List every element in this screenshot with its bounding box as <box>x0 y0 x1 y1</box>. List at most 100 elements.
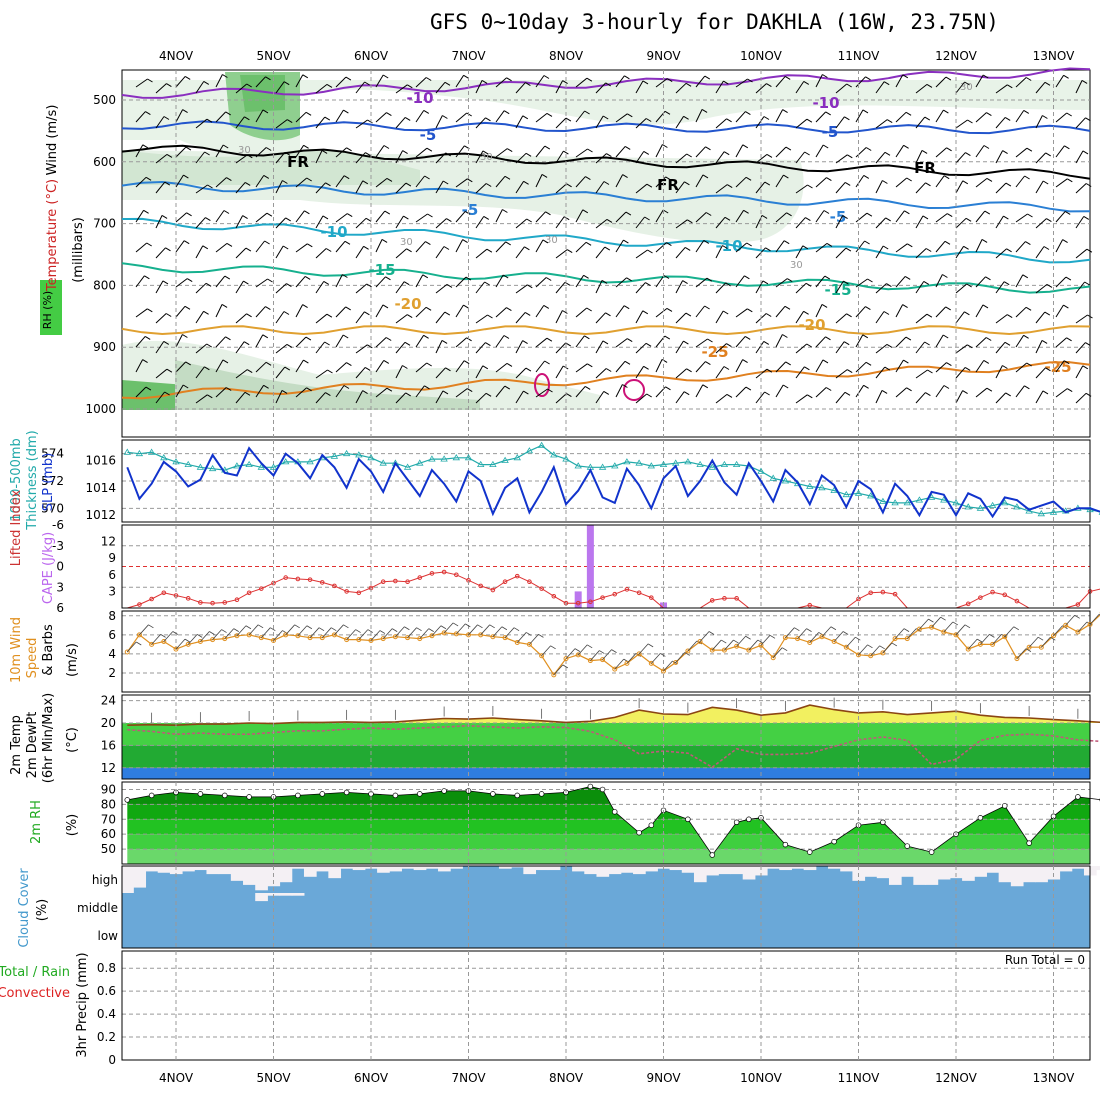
wind-barb <box>309 627 320 638</box>
wind-barb <box>155 368 168 379</box>
date-label-bottom: 13NOV <box>1033 1071 1075 1085</box>
wind-barb <box>935 76 947 88</box>
wind-barb <box>1055 178 1068 188</box>
wind-barb-flag <box>606 153 612 158</box>
cloud-cell <box>291 893 305 896</box>
wind-barb <box>735 275 745 288</box>
wind-barb <box>715 151 725 164</box>
wind-barb-flag <box>485 392 492 397</box>
wind-barb-flag <box>1085 392 1092 397</box>
wind-speed-point <box>1038 644 1044 650</box>
wind-barb <box>135 275 145 288</box>
wind-barb-flag <box>647 643 654 648</box>
wind-barb-flag <box>265 76 271 81</box>
wind-barb <box>135 242 148 253</box>
thickness-point <box>1025 507 1033 514</box>
wind-barb-flag <box>465 276 472 281</box>
wind-barb-flag <box>766 153 773 158</box>
wind-barb-flag <box>367 119 373 124</box>
li-tick: 6 <box>56 601 64 615</box>
wind-barb <box>795 282 807 294</box>
wind-barb <box>615 384 623 398</box>
wind-barb-flag <box>707 338 713 343</box>
li-point <box>1002 592 1008 598</box>
wind-barb-flag <box>165 313 172 317</box>
wind-barb-flag <box>925 248 932 252</box>
wind-barb <box>915 341 925 354</box>
wind-speed-point <box>368 638 374 644</box>
wind-barb-flag <box>806 628 812 632</box>
wind-barb-flag <box>747 308 753 313</box>
wind-barb <box>1075 183 1087 194</box>
wind-speed-point <box>1087 621 1093 627</box>
wind-barb-flag <box>683 115 689 120</box>
wind-barb-flag <box>985 276 991 281</box>
thickness-point <box>781 477 790 484</box>
wind-barb-flag <box>643 365 649 370</box>
temp-line <box>127 704 1100 727</box>
wind-barb <box>335 213 348 223</box>
wind-barb <box>695 240 705 253</box>
wind-barb-flag <box>902 304 908 309</box>
thickness-point <box>891 499 899 506</box>
wind-barb <box>815 243 828 253</box>
wind-barb-flag <box>785 146 792 151</box>
wind-barb-flag <box>486 248 493 253</box>
wind-barb-flag <box>784 75 791 80</box>
wind-barb <box>626 653 637 664</box>
wind-barb <box>815 359 824 373</box>
date-label-bottom: 5NOV <box>256 1071 291 1085</box>
wind-barb-flag <box>864 240 870 245</box>
wind-barb <box>255 361 267 373</box>
rh-band <box>127 849 1090 864</box>
wind-speed-point <box>539 653 545 659</box>
thickness-point <box>708 463 717 470</box>
wind-barb-flag <box>183 174 189 179</box>
wind-barb <box>334 624 344 636</box>
wind-barb <box>858 644 868 656</box>
temp-tick: 12 <box>101 761 116 775</box>
wind-barb <box>595 280 603 294</box>
wind-barb <box>695 305 705 318</box>
wind-barb <box>415 241 426 253</box>
wind-barb-flag <box>1004 341 1011 346</box>
wind-barb <box>675 652 685 663</box>
ylabel-slp: SLP (mb) <box>41 453 56 512</box>
rh-point <box>709 852 715 858</box>
wind-barb-flag <box>405 392 411 397</box>
wind-barb <box>895 304 904 318</box>
rh-point <box>806 849 813 855</box>
wind-barb-flag <box>602 115 609 120</box>
wind-barb-flag <box>722 310 729 315</box>
wind-barb-flag <box>647 249 653 254</box>
wind-barb-flag <box>346 213 353 218</box>
wind-barb <box>295 111 307 123</box>
wind-speed-point <box>246 632 252 638</box>
wind-barb <box>663 660 673 672</box>
wind-barb <box>375 276 386 288</box>
cloud-cell <box>243 866 256 885</box>
wind-barb <box>315 215 324 229</box>
wind-barb-flag <box>445 367 451 372</box>
isotherm <box>121 120 1091 135</box>
ylabel-wind10-4: (m/s) <box>65 643 80 677</box>
wind-barb-flag <box>587 363 593 368</box>
wind-barb-flag <box>943 175 950 180</box>
wind-barb <box>655 308 668 318</box>
wind-barb <box>355 119 368 129</box>
wind-speed-point <box>392 634 398 640</box>
thickness-point <box>647 462 656 469</box>
rh-point <box>587 783 594 790</box>
thickness-point <box>757 467 765 474</box>
wind-barb <box>635 366 645 379</box>
wind-barb-flag <box>502 209 508 213</box>
wind-barb <box>475 248 488 259</box>
wind-speed-point <box>307 635 313 641</box>
wind-barb-flag <box>182 384 189 389</box>
wind-barb-flag <box>664 110 671 115</box>
wind-barb <box>995 281 1005 294</box>
wind-barb <box>695 384 704 398</box>
li-point <box>588 599 593 605</box>
wind-barb <box>135 308 148 318</box>
precip-tick: 0 <box>108 1053 116 1067</box>
